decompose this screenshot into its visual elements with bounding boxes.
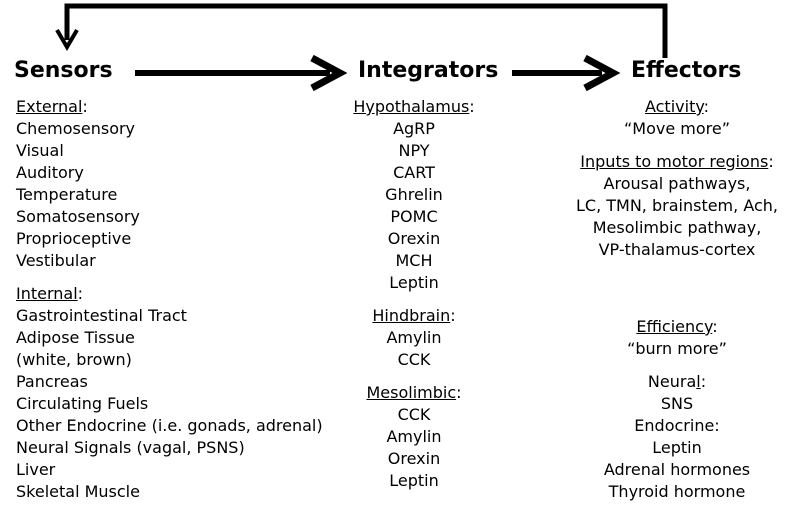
- endocrine-heading: Endocrine:: [634, 416, 720, 435]
- hypothalamus-heading: Hypothalamus:: [330, 96, 498, 118]
- motor-inputs-heading: Inputs to motor regions:: [560, 151, 794, 173]
- motor-inputs-colon: :: [768, 152, 774, 171]
- mesolimbic-item: CCK: [397, 405, 431, 424]
- external-heading: External:: [16, 96, 323, 118]
- hypothalamus-item: Orexin: [387, 229, 441, 248]
- endocrine-item: Adrenal hormones: [603, 460, 751, 479]
- hypothalamus-item: MCH: [395, 251, 433, 270]
- external-item: Chemosensory: [16, 119, 136, 138]
- efficiency-subtitle: “burn more”: [627, 339, 727, 358]
- hindbrain-colon: :: [450, 306, 456, 325]
- internal-item: Neural Signals (vagal, PSNS): [16, 438, 245, 457]
- mesolimbic-heading: Mesolimbic:: [330, 382, 498, 404]
- motor-inputs-item: VP-thalamus-cortex: [598, 240, 756, 259]
- activity-heading: Activity:: [560, 96, 794, 118]
- external-item: Proprioceptive: [16, 229, 132, 248]
- external-item: Temperature: [16, 185, 118, 204]
- motor-inputs-item: LC, TMN, brainstem, Ach,: [576, 196, 778, 215]
- motor-inputs-item: Mesolimbic pathway,: [592, 218, 762, 237]
- effectors-heading: Effectors: [631, 58, 742, 83]
- mesolimbic-colon: :: [456, 383, 462, 402]
- internal-item: Circulating Fuels: [16, 394, 149, 413]
- activity-colon: :: [703, 97, 710, 116]
- efficiency-colon: :: [712, 317, 718, 336]
- internal-colon: :: [77, 284, 84, 303]
- external-item: Vestibular: [16, 251, 96, 270]
- effectors-column: Activity: “Move more” Inputs to motor re…: [560, 96, 794, 503]
- internal-title: Internal: [16, 284, 78, 303]
- external-item: Visual: [16, 141, 64, 160]
- internal-item: Other Endocrine (i.e. gonads, adrenal): [16, 416, 323, 435]
- mesolimbic-item: Amylin: [386, 427, 442, 446]
- neural-title-suffix: :: [700, 372, 707, 391]
- hindbrain-title: Hindbrain: [372, 306, 451, 325]
- internal-item: Adipose Tissue: [16, 328, 135, 347]
- feedback-loop-arrowhead: [55, 28, 79, 51]
- hypothalamus-item: CART: [393, 163, 435, 182]
- internal-item: (white, brown): [16, 350, 132, 369]
- external-title: External: [16, 97, 83, 116]
- activity-title: Activity: [644, 97, 704, 116]
- efficiency-heading: Efficiency:: [560, 316, 794, 338]
- sensors-column: External: Chemosensory Visual Auditory T…: [16, 96, 323, 503]
- external-colon: :: [82, 97, 88, 116]
- motor-inputs-title: Inputs to motor regions: [580, 152, 769, 171]
- hindbrain-item: CCK: [397, 350, 431, 369]
- endocrine-item: Leptin: [652, 438, 702, 457]
- external-item: Somatosensory: [16, 207, 140, 226]
- hypothalamus-item: NPY: [398, 141, 430, 160]
- integrators-column: Hypothalamus: AgRP NPY CART Ghrelin POMC…: [330, 96, 498, 492]
- hypothalamus-item: Ghrelin: [385, 185, 443, 204]
- neural-title-underlined: l: [696, 372, 701, 391]
- external-item: Auditory: [16, 163, 84, 182]
- sensors-to-integrators-arrowhead: [310, 54, 348, 92]
- integrators-heading: Integrators: [358, 58, 499, 83]
- mesolimbic-item: Orexin: [387, 449, 441, 468]
- endocrine-item: Thyroid hormone: [608, 482, 746, 501]
- internal-item: Liver: [16, 460, 56, 479]
- hypothalamus-colon: :: [469, 97, 475, 116]
- integrators-to-effectors-arrowhead: [583, 54, 621, 92]
- hypothalamus-item: POMC: [390, 207, 438, 226]
- sensors-heading: Sensors: [14, 58, 113, 83]
- internal-item: Skeletal Muscle: [16, 482, 140, 501]
- motor-inputs-item: Arousal pathways,: [603, 174, 751, 193]
- hypothalamus-item: Leptin: [389, 273, 439, 292]
- hindbrain-heading: Hindbrain:: [330, 305, 498, 327]
- neural-heading: Neural:: [560, 371, 794, 393]
- activity-subtitle: “Move more”: [623, 119, 730, 138]
- internal-item: Pancreas: [16, 372, 88, 391]
- neural-title-prefix: Neura: [647, 372, 697, 391]
- feedback-loop-line: [64, 3, 668, 58]
- hypothalamus-item: AgRP: [393, 119, 435, 138]
- hindbrain-item: Amylin: [386, 328, 442, 347]
- efficiency-title: Efficiency: [636, 317, 713, 336]
- internal-heading: Internal:: [16, 283, 323, 305]
- mesolimbic-title: Mesolimbic: [366, 383, 457, 402]
- internal-item: Gastrointestinal Tract: [16, 306, 187, 325]
- mesolimbic-item: Leptin: [389, 471, 439, 490]
- neural-item: SNS: [660, 394, 694, 413]
- hypothalamus-title: Hypothalamus: [353, 97, 470, 116]
